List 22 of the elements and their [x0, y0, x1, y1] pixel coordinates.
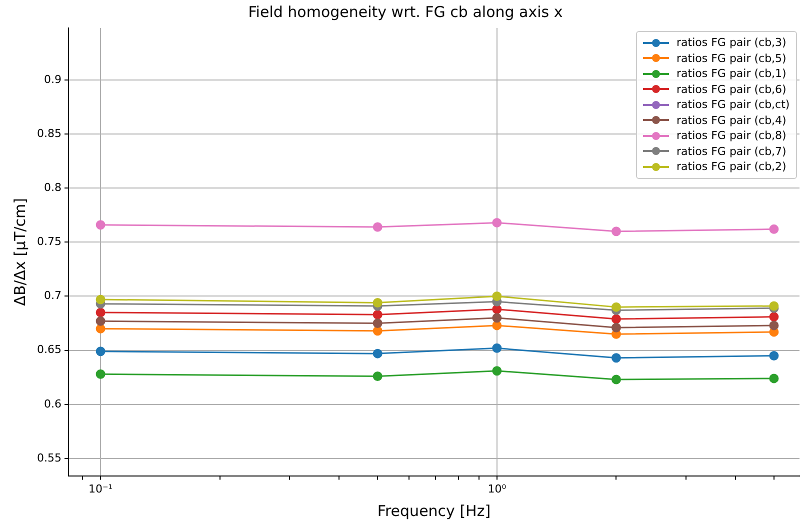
y-tick-label: 0.85	[36, 126, 62, 140]
legend-label: ratios FG pair (cb,5)	[676, 50, 786, 66]
y-tick-label: 0.7	[44, 289, 62, 302]
legend-label: ratios FG pair (cb,6)	[676, 82, 786, 97]
x-tick-label: 10⁻¹	[88, 482, 113, 496]
legend-label: ratios FG pair (cb,2)	[676, 159, 786, 174]
legend-label: ratios FG pair (cb,3)	[676, 35, 786, 50]
legend-label: ratios FG pair (cb,1)	[676, 66, 786, 82]
y-tick-label: 0.8	[44, 180, 62, 194]
y-tick-label: 0.65	[36, 343, 62, 356]
y-tick-label: 0.55	[36, 451, 62, 464]
x-axis-title: Frequency [Hz]	[377, 502, 491, 520]
legend-label: ratios FG pair (cb,4)	[676, 112, 786, 128]
x-tick-label: 10⁰	[488, 482, 507, 496]
y-tick-label: 0.6	[44, 397, 62, 410]
chart-title: Field homogeneity wrt. FG cb along axis x	[248, 2, 563, 21]
y-tick-label: 0.75	[36, 235, 62, 248]
legend-label: ratios FG pair (cb,ct)	[676, 97, 790, 112]
legend-label: ratios FG pair (cb,8)	[676, 128, 786, 144]
legend-label: ratios FG pair (cb,7)	[676, 144, 786, 159]
y-tick-label: 0.9	[44, 72, 62, 86]
y-axis-title: ΔB/Δx [μT/cm]	[10, 198, 29, 306]
